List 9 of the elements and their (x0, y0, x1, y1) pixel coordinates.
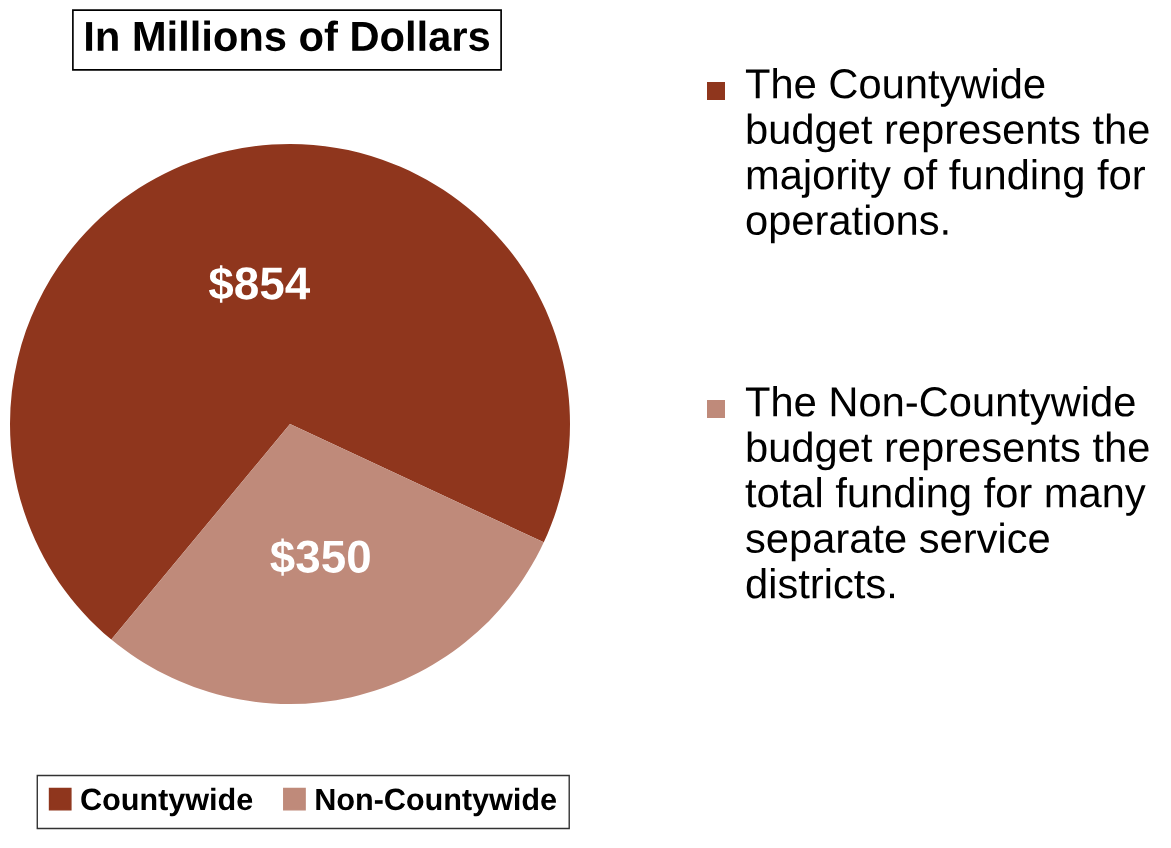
text: The Countywide budget represents the majority of funding for operations. (745, 68, 1149, 244)
legend-label: Countywide (81, 787, 253, 817)
pie-slice (10, 144, 570, 640)
data-label: $854 (208, 265, 311, 303)
chart-title: In Millions of Dollars (86, 20, 490, 52)
text: The Non-Countywide budget represents the total funding for many separate service districts. (745, 386, 1149, 599)
data-label: $350 (270, 538, 370, 576)
pie-slice (111, 424, 544, 704)
legend-label: Non-Countywide (316, 787, 556, 817)
